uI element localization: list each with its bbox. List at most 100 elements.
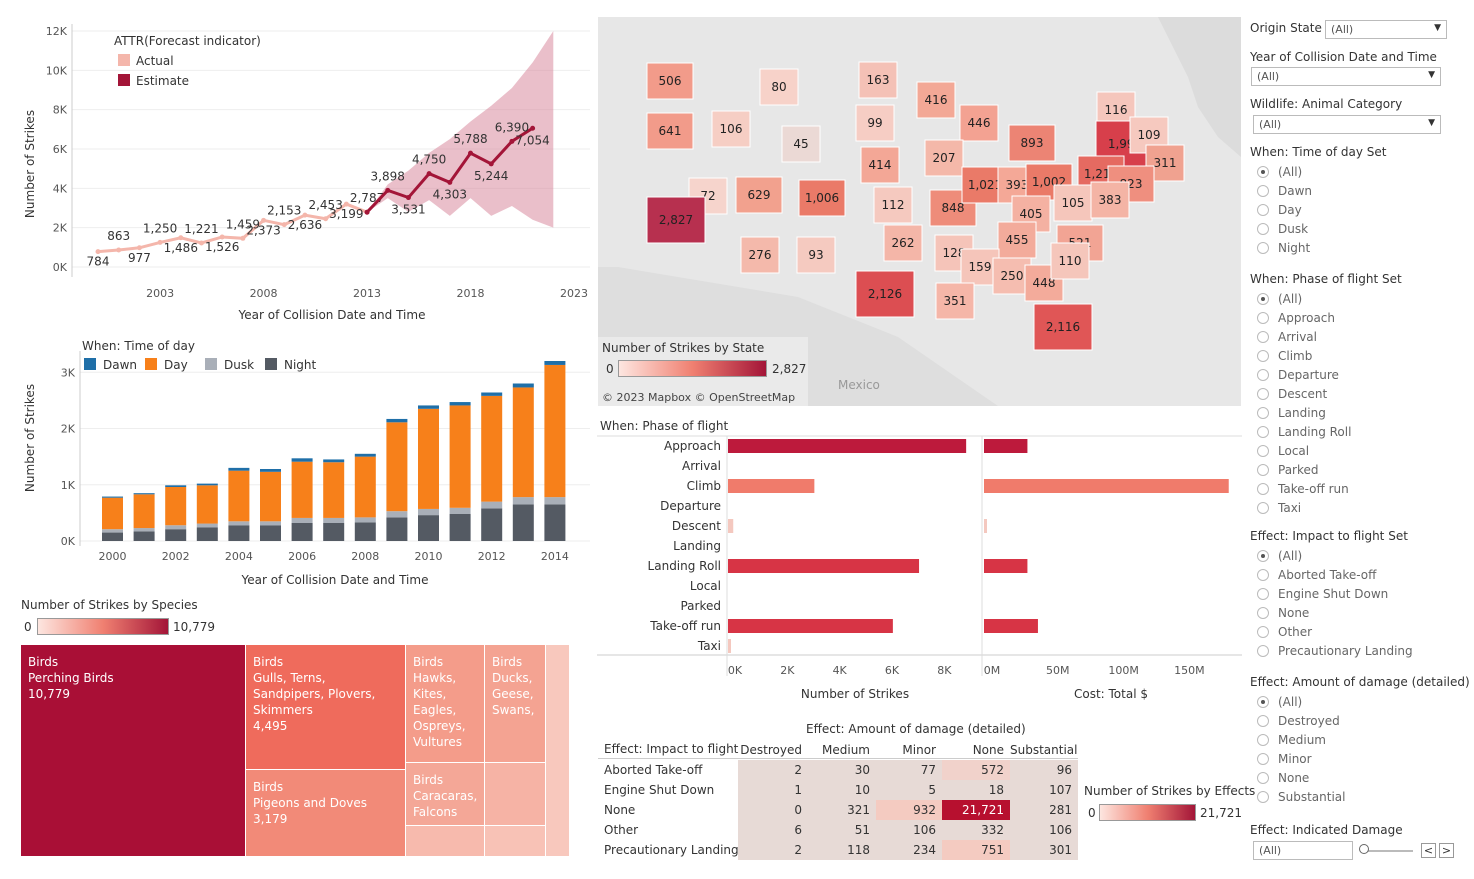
radio-option[interactable]: (All) [1257,163,1302,181]
bar-segment-dawn[interactable] [291,458,313,462]
table-cell[interactable]: 21,721 [942,800,1010,820]
bar-segment-dusk[interactable] [544,497,566,505]
bar-segment-dawn[interactable] [196,483,218,486]
bar-segment-dusk[interactable] [196,523,218,528]
slider-handle[interactable] [1359,844,1369,854]
bar-segment-dusk[interactable] [386,511,408,518]
bar-segment-day[interactable] [354,456,376,518]
radio-option[interactable]: Taxi [1257,499,1301,517]
radio-option[interactable]: Substantial [1257,788,1345,806]
bar-segment-dawn[interactable] [228,467,250,471]
table-cell[interactable]: 5 [876,780,942,800]
bar-strikes[interactable] [728,479,815,493]
treemap-tile-small[interactable] [485,826,545,856]
data-point[interactable] [219,234,225,240]
state-region[interactable] [1050,242,1090,280]
legend-label-day[interactable]: Day [164,358,188,372]
bar-segment-day[interactable] [481,395,503,502]
state-region[interactable] [735,176,783,214]
radio-option[interactable]: Approach [1257,309,1335,327]
bar-segment-dusk[interactable] [228,521,250,526]
origin-state-select[interactable]: (All) ▼ [1325,20,1447,39]
phase-category-label[interactable]: Local [690,579,721,593]
table-cell[interactable]: 332 [942,820,1010,840]
bar-segment-day[interactable] [133,494,155,529]
legend-label-estimate[interactable]: Estimate [136,74,189,88]
treemap-tile[interactable]: Birds Caracaras, Falcons [406,763,484,825]
state-region[interactable] [855,270,915,318]
radio-option[interactable]: Destroyed [1257,712,1340,730]
bar-segment-dusk[interactable] [512,497,534,505]
wildlife-select[interactable]: (All) ▼ [1253,115,1441,134]
bar-segment-day[interactable] [102,497,123,530]
bar-segment-dusk[interactable] [102,529,123,533]
data-point[interactable] [530,125,536,131]
phase-category-label[interactable]: Departure [660,499,721,513]
bar-strikes[interactable] [728,519,734,533]
bar-segment-night[interactable] [512,504,534,541]
phase-category-label[interactable]: Parked [680,599,721,613]
bar-segment-dawn[interactable] [102,496,123,498]
bar-segment-night[interactable] [133,531,155,541]
bar-segment-dusk[interactable] [260,521,281,526]
state-region[interactable] [935,282,975,320]
table-row-label[interactable]: None [604,803,636,817]
treemap-tile-small[interactable] [546,645,569,856]
radio-option[interactable]: Engine Shut Down [1257,585,1388,603]
bar-segment-night[interactable] [386,517,408,541]
table-cell[interactable]: 106 [1010,820,1078,840]
table-cell[interactable]: 321 [808,800,876,820]
state-region[interactable] [646,112,694,150]
bar-segment-dawn[interactable] [165,485,187,487]
radio-option[interactable]: Dawn [1257,182,1312,200]
state-region[interactable] [740,236,780,274]
data-point[interactable] [405,195,411,201]
state-region[interactable] [1053,184,1093,222]
next-button[interactable]: > [1439,843,1454,858]
prev-button[interactable]: < [1421,843,1436,858]
phase-category-label[interactable]: Taxi [697,639,721,653]
table-cell[interactable]: 18 [942,780,1010,800]
phase-category-label[interactable]: Landing [673,539,721,553]
data-point[interactable] [447,179,453,185]
radio-option[interactable]: (All) [1257,693,1302,711]
bar-segment-dusk[interactable] [291,517,313,523]
bar-segment-dusk[interactable] [418,508,439,516]
bar-segment-day[interactable] [196,485,218,524]
bar-cost[interactable] [984,519,987,533]
bar-strikes[interactable] [728,619,893,633]
bar-cost[interactable] [984,619,1038,633]
phase-category-label[interactable]: Climb [687,479,721,493]
state-region[interactable] [855,104,895,142]
bar-segment-day[interactable] [260,471,281,522]
table-cell[interactable]: 2 [738,760,808,780]
state-region[interactable] [781,125,821,163]
data-point[interactable] [364,209,370,215]
data-point[interactable] [468,150,474,156]
legend-label-night[interactable]: Night [284,358,317,372]
data-point[interactable] [343,201,349,207]
bar-segment-night[interactable] [196,527,218,542]
state-region[interactable] [883,224,923,262]
bar-segment-night[interactable] [165,529,187,541]
bar-segment-night[interactable] [102,532,123,541]
data-point[interactable] [116,247,122,253]
table-cell[interactable]: 77 [876,760,942,780]
bar-segment-dusk[interactable] [323,517,345,523]
table-row-label[interactable]: Engine Shut Down [604,783,715,797]
bar-segment-dawn[interactable] [323,459,345,463]
table-cell[interactable]: 30 [808,760,876,780]
treemap-tile-small[interactable] [406,826,484,856]
radio-option[interactable]: Arrival [1257,328,1317,346]
state-region[interactable] [711,110,751,148]
table-cell[interactable]: 51 [808,820,876,840]
bar-segment-night[interactable] [260,525,281,541]
radio-option[interactable]: Dusk [1257,220,1308,238]
treemap-tile[interactable]: Birds Ducks, Geese, Swans, [485,645,545,762]
state-region[interactable] [997,221,1037,259]
radio-option[interactable]: None [1257,604,1309,622]
bar-segment-day[interactable] [512,387,534,498]
treemap-tile[interactable]: Birds Pigeons and Doves 3,179 [246,770,405,856]
state-region[interactable] [796,236,836,274]
bar-segment-day[interactable] [449,405,471,508]
